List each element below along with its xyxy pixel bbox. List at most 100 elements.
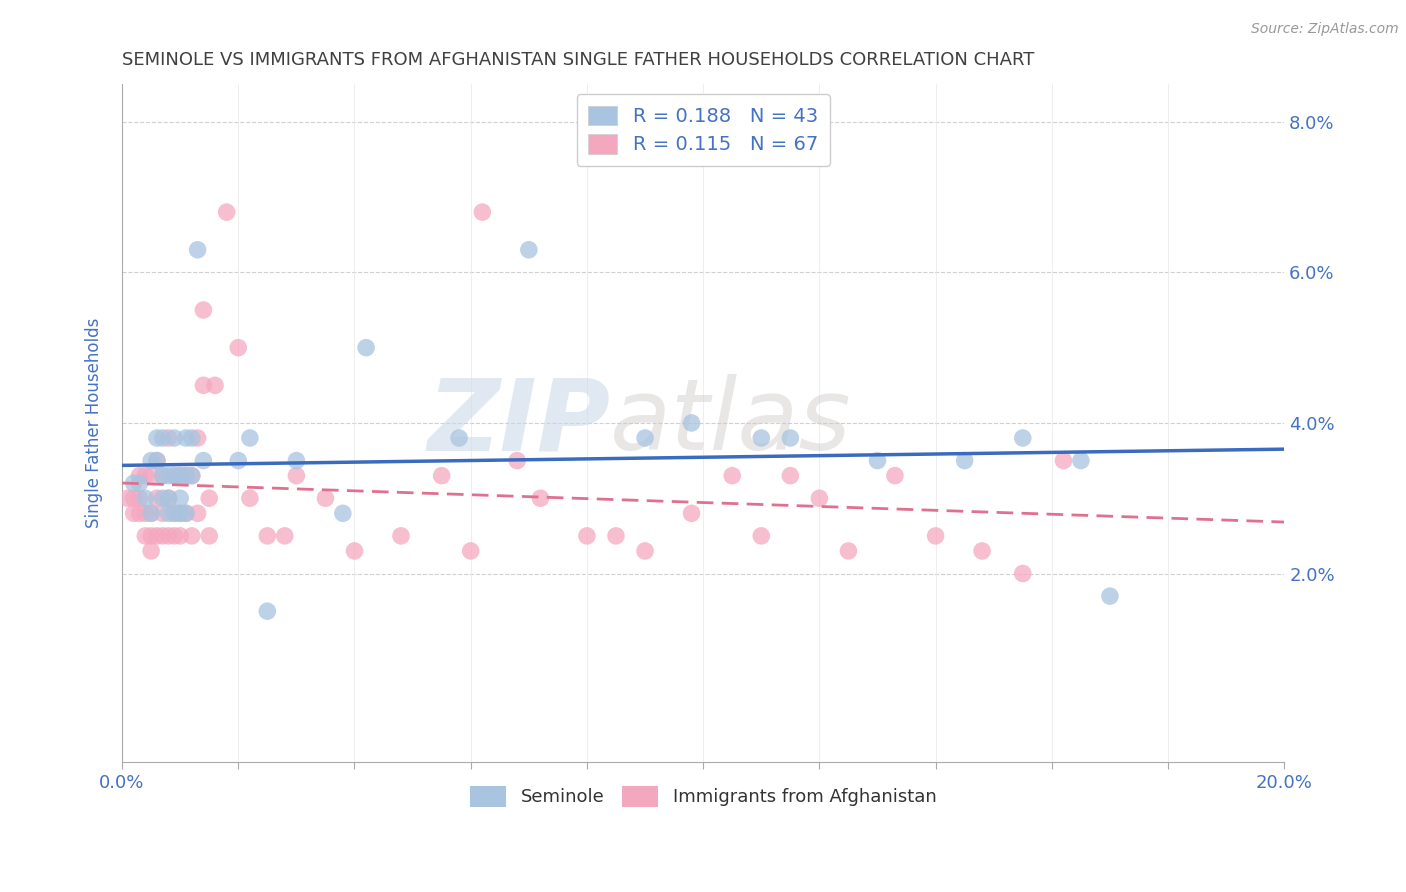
Point	[169, 468, 191, 483]
Point	[972, 544, 994, 558]
Point	[460, 544, 482, 558]
Point	[193, 453, 215, 467]
Point	[808, 491, 831, 506]
Point	[285, 468, 308, 483]
Point	[174, 506, 197, 520]
Point	[681, 506, 703, 520]
Point	[169, 506, 191, 520]
Text: Source: ZipAtlas.com: Source: ZipAtlas.com	[1251, 22, 1399, 37]
Point	[343, 544, 366, 558]
Point	[180, 431, 202, 445]
Point	[634, 544, 657, 558]
Point	[779, 468, 801, 483]
Point	[122, 506, 145, 520]
Point	[1098, 589, 1121, 603]
Point	[226, 453, 249, 467]
Point	[134, 529, 156, 543]
Point	[187, 506, 209, 520]
Point	[139, 506, 162, 520]
Point	[389, 529, 412, 543]
Point	[169, 468, 191, 483]
Point	[163, 506, 186, 520]
Point	[285, 453, 308, 467]
Point	[152, 468, 174, 483]
Point	[128, 506, 150, 520]
Point	[122, 491, 145, 506]
Point	[157, 529, 180, 543]
Text: ZIP: ZIP	[427, 375, 610, 472]
Point	[152, 431, 174, 445]
Point	[256, 529, 278, 543]
Point	[163, 529, 186, 543]
Point	[517, 243, 540, 257]
Point	[953, 453, 976, 467]
Point	[146, 453, 169, 467]
Point	[180, 529, 202, 543]
Point	[139, 506, 162, 520]
Point	[134, 468, 156, 483]
Point	[354, 341, 377, 355]
Point	[152, 491, 174, 506]
Point	[169, 491, 191, 506]
Point	[575, 529, 598, 543]
Point	[163, 468, 186, 483]
Point	[174, 431, 197, 445]
Point	[866, 453, 889, 467]
Point	[157, 431, 180, 445]
Point	[215, 205, 238, 219]
Y-axis label: Single Father Households: Single Father Households	[86, 318, 103, 528]
Point	[471, 205, 494, 219]
Point	[884, 468, 907, 483]
Point	[146, 453, 169, 467]
Point	[122, 476, 145, 491]
Point	[169, 506, 191, 520]
Point	[174, 468, 197, 483]
Point	[634, 431, 657, 445]
Legend: Seminole, Immigrants from Afghanistan: Seminole, Immigrants from Afghanistan	[463, 779, 943, 814]
Point	[198, 491, 221, 506]
Point	[430, 468, 453, 483]
Point	[1052, 453, 1074, 467]
Point	[239, 491, 262, 506]
Text: SEMINOLE VS IMMIGRANTS FROM AFGHANISTAN SINGLE FATHER HOUSEHOLDS CORRELATION CHA: SEMINOLE VS IMMIGRANTS FROM AFGHANISTAN …	[122, 51, 1035, 69]
Point	[163, 431, 186, 445]
Point	[157, 491, 180, 506]
Point	[256, 604, 278, 618]
Point	[681, 416, 703, 430]
Point	[449, 431, 471, 445]
Point	[174, 506, 197, 520]
Point	[721, 468, 744, 483]
Point	[187, 243, 209, 257]
Point	[157, 491, 180, 506]
Point	[139, 468, 162, 483]
Point	[146, 529, 169, 543]
Point	[314, 491, 336, 506]
Point	[139, 529, 162, 543]
Point	[180, 468, 202, 483]
Point	[157, 506, 180, 520]
Point	[163, 506, 186, 520]
Point	[152, 506, 174, 520]
Point	[1070, 453, 1092, 467]
Point	[239, 431, 262, 445]
Point	[506, 453, 529, 467]
Text: atlas: atlas	[610, 375, 852, 472]
Point	[749, 431, 772, 445]
Point	[1011, 566, 1033, 581]
Point	[169, 529, 191, 543]
Point	[117, 491, 139, 506]
Point	[174, 468, 197, 483]
Point	[332, 506, 354, 520]
Point	[924, 529, 946, 543]
Point	[139, 544, 162, 558]
Point	[180, 468, 202, 483]
Point	[198, 529, 221, 543]
Point	[204, 378, 226, 392]
Point	[193, 303, 215, 318]
Point	[837, 544, 859, 558]
Point	[134, 506, 156, 520]
Point	[152, 529, 174, 543]
Point	[128, 476, 150, 491]
Point	[193, 378, 215, 392]
Point	[157, 468, 180, 483]
